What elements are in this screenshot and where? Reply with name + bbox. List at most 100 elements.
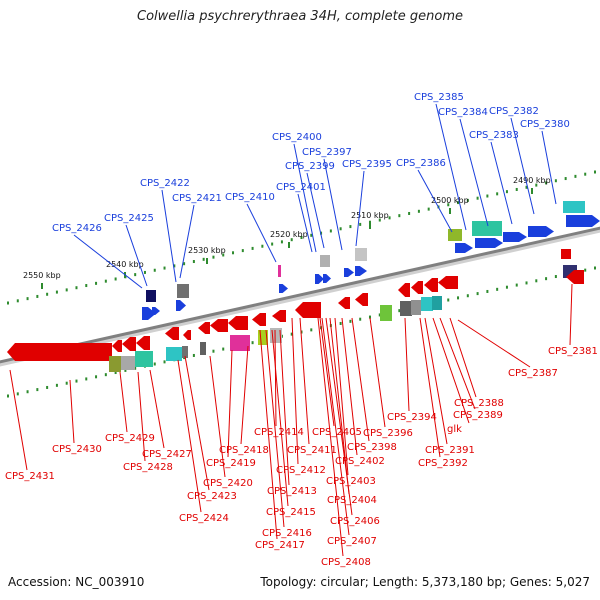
reverse-gene-arrow <box>272 310 286 322</box>
forward-gene-label[interactable]: CPS_2384 <box>438 107 488 118</box>
reverse-gene-label[interactable]: CPS_2391 <box>425 445 475 456</box>
reverse-gene-label[interactable]: glk <box>447 424 462 435</box>
reverse-gene-label[interactable]: CPS_2396 <box>363 428 413 439</box>
forward-gene-label[interactable]: CPS_2397 <box>302 147 352 158</box>
forward-gene-label[interactable]: CPS_2400 <box>272 132 322 143</box>
reverse-gene-label[interactable]: CPS_2387 <box>508 368 558 379</box>
leader-line <box>435 103 467 231</box>
reverse-gene-label[interactable]: CPS_2389 <box>453 410 503 421</box>
forward-gene-label[interactable]: CPS_2410 <box>225 192 275 203</box>
reverse-gene-label[interactable]: CPS_2388 <box>454 398 504 409</box>
feature-box <box>182 346 188 358</box>
backbone-line <box>0 226 600 364</box>
reverse-gene-label[interactable]: CPS_2404 <box>327 495 377 506</box>
reverse-gene-label[interactable]: CPS_2423 <box>187 491 237 502</box>
scale-label: 2520 kbp <box>270 230 308 239</box>
leader-line <box>9 369 28 471</box>
reverse-gene-arrow <box>122 337 136 351</box>
feature-box <box>411 300 421 315</box>
reverse-gene-label[interactable]: CPS_2411 <box>287 445 337 456</box>
leader-line <box>569 283 573 346</box>
leader-line <box>299 317 310 445</box>
reverse-gene-label[interactable]: CPS_2405 <box>312 427 362 438</box>
forward-gene-label[interactable]: CPS_2380 <box>520 119 570 130</box>
feature-box <box>230 335 250 351</box>
leader-line <box>417 169 453 233</box>
forward-gene-arrow <box>528 226 554 237</box>
reverse-gene-arrow <box>424 278 438 292</box>
reverse-gene-label[interactable]: CPS_2429 <box>105 433 155 444</box>
leader-line <box>227 349 233 458</box>
leader-line <box>419 317 441 458</box>
reverse-gene-arrow <box>198 322 210 334</box>
leader-line <box>240 345 249 445</box>
reverse-gene-label[interactable]: CPS_2431 <box>5 471 55 482</box>
reverse-gene-arrow <box>295 302 321 318</box>
reverse-gene-arrow <box>7 343 112 361</box>
reverse-gene-label[interactable]: CPS_2418 <box>219 445 269 456</box>
leader-line <box>424 317 448 445</box>
reverse-gene-label[interactable]: CPS_2402 <box>335 456 385 467</box>
reverse-gene-label[interactable]: CPS_2398 <box>347 442 397 453</box>
feature-box <box>561 249 571 259</box>
forward-gene-label[interactable]: CPS_2382 <box>489 106 539 117</box>
reverse-gene-label[interactable]: CPS_2414 <box>254 427 304 438</box>
reverse-gene-arrow <box>136 336 150 350</box>
reverse-gene-arrow <box>566 270 584 284</box>
leader-line <box>351 317 370 442</box>
forward-gene-label[interactable]: CPS_2422 <box>140 178 190 189</box>
forward-gene-arrow <box>566 215 600 227</box>
reverse-gene-label[interactable]: CPS_2406 <box>330 516 380 527</box>
forward-gene-arrow <box>355 266 367 276</box>
scale-label: 2490 kbp <box>513 176 551 185</box>
reverse-gene-label[interactable]: CPS_2381 <box>548 346 598 357</box>
leader-line <box>209 355 226 478</box>
reverse-gene-arrow <box>183 330 191 340</box>
reverse-gene-arrow <box>210 319 228 332</box>
leader-line <box>541 130 557 205</box>
leader-line <box>125 224 148 287</box>
reverse-gene-arrow <box>355 293 368 306</box>
leader-line <box>69 379 75 444</box>
reverse-gene-label[interactable]: CPS_2394 <box>387 412 437 423</box>
leader-line <box>279 329 290 486</box>
reverse-gene-label[interactable]: CPS_2403 <box>326 476 376 487</box>
reverse-gene-label[interactable]: CPS_2430 <box>52 444 102 455</box>
leader-line <box>291 317 299 465</box>
forward-gene-label[interactable]: CPS_2401 <box>276 182 326 193</box>
forward-gene-label[interactable]: CPS_2421 <box>172 193 222 204</box>
feature-box <box>121 356 135 370</box>
reverse-gene-label[interactable]: CPS_2428 <box>123 462 173 473</box>
accession-label: Accession: NC_003910 <box>8 575 145 589</box>
reverse-gene-label[interactable]: CPS_2407 <box>327 536 377 547</box>
reverse-gene-arrow <box>398 283 410 297</box>
forward-gene-label[interactable]: CPS_2426 <box>52 223 102 234</box>
forward-gene-label[interactable]: CPS_2395 <box>342 159 392 170</box>
scale-label: 2500 kbp <box>431 196 469 205</box>
reverse-gene-label[interactable]: CPS_2420 <box>203 478 253 489</box>
leader-line <box>317 317 344 557</box>
leader-line <box>246 203 277 263</box>
forward-gene-label[interactable]: CPS_2385 <box>414 92 464 103</box>
forward-gene-label[interactable]: CPS_2386 <box>396 158 446 169</box>
forward-gene-label[interactable]: CPS_2383 <box>469 130 519 141</box>
reverse-gene-label[interactable]: CPS_2413 <box>267 486 317 497</box>
forward-gene-label[interactable]: CPS_2425 <box>104 213 154 224</box>
leader-line <box>404 317 410 412</box>
reverse-gene-label[interactable]: CPS_2408 <box>321 557 371 568</box>
reverse-gene-label[interactable]: CPS_2412 <box>276 465 326 476</box>
leader-line <box>457 319 531 368</box>
reverse-gene-label[interactable]: CPS_2392 <box>418 458 468 469</box>
reverse-gene-label[interactable]: CPS_2419 <box>206 458 256 469</box>
forward-gene-arrow <box>152 307 160 315</box>
forward-gene-label[interactable]: CPS_2399 <box>285 161 335 172</box>
reverse-gene-label[interactable]: CPS_2424 <box>179 513 229 524</box>
reverse-gene-label[interactable]: CPS_2416 <box>262 528 312 539</box>
leader-line <box>73 234 143 289</box>
reverse-gene-label[interactable]: CPS_2427 <box>142 449 192 460</box>
reverse-gene-label[interactable]: CPS_2417 <box>255 540 305 551</box>
reverse-gene-label[interactable]: CPS_2415 <box>266 507 316 518</box>
leader-line <box>341 317 358 456</box>
leader-line <box>490 141 513 225</box>
